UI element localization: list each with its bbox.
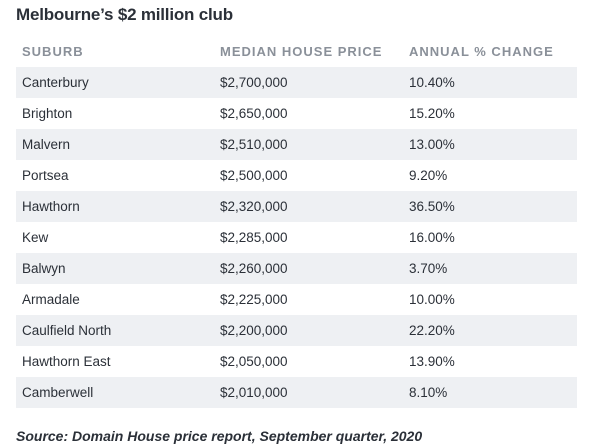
suburb-cell: Hawthorn East: [22, 354, 111, 369]
suburb-cell: Kew: [22, 230, 49, 245]
price-table: SUBURB MEDIAN HOUSE PRICE ANNUAL % CHANG…: [16, 36, 577, 408]
suburb-cell: Malvern: [16, 129, 214, 160]
price-cell: $2,260,000: [214, 253, 403, 284]
table-title: Melbourne’s $2 million club: [16, 5, 233, 24]
price-cell: $2,050,000: [220, 354, 288, 369]
table-row: Brighton $2,650,000 15.20%: [16, 98, 577, 129]
suburb-cell: Portsea: [22, 168, 69, 183]
price-cell: $2,700,000: [214, 67, 403, 98]
table-row: Portsea $2,500,000 9.20%: [16, 160, 577, 191]
column-header-suburb: SUBURB: [22, 44, 84, 59]
table-row: Hawthorn $2,320,000 36.50%: [16, 191, 577, 222]
source-caption: Source: Domain House price report, Septe…: [16, 428, 423, 444]
price-cell: $2,010,000: [214, 377, 403, 408]
change-cell: 10.00%: [409, 292, 455, 307]
suburb-cell: Canterbury: [16, 67, 214, 98]
change-cell: 13.90%: [409, 354, 455, 369]
suburb-cell: Armadale: [22, 292, 80, 307]
table-row: Caulfield North $2,200,000 22.20%: [16, 315, 577, 346]
table-row: Kew $2,285,000 16.00%: [16, 222, 577, 253]
change-cell: 15.20%: [409, 106, 455, 121]
change-cell: 36.50%: [403, 191, 577, 222]
table-row: Balwyn $2,260,000 3.70%: [16, 253, 577, 284]
change-cell: 3.70%: [403, 253, 577, 284]
price-cell: $2,200,000: [214, 315, 403, 346]
price-cell: $2,500,000: [220, 168, 288, 183]
price-cell: $2,650,000: [220, 106, 288, 121]
change-cell: 13.00%: [403, 129, 577, 160]
column-header-price: MEDIAN HOUSE PRICE: [220, 44, 383, 59]
price-cell: $2,225,000: [220, 292, 288, 307]
table-row: Malvern $2,510,000 13.00%: [16, 129, 577, 160]
table-row: Camberwell $2,010,000 8.10%: [16, 377, 577, 408]
change-cell: 16.00%: [409, 230, 455, 245]
table-row: Hawthorn East $2,050,000 13.90%: [16, 346, 577, 377]
change-cell: 9.20%: [409, 168, 448, 183]
suburb-cell: Caulfield North: [16, 315, 214, 346]
change-cell: 22.20%: [403, 315, 577, 346]
suburb-cell: Balwyn: [16, 253, 214, 284]
table-row: Armadale $2,225,000 10.00%: [16, 284, 577, 315]
table-header-row: SUBURB MEDIAN HOUSE PRICE ANNUAL % CHANG…: [16, 36, 577, 67]
price-cell: $2,510,000: [214, 129, 403, 160]
suburb-cell: Brighton: [22, 106, 73, 121]
column-header-change: ANNUAL % CHANGE: [409, 44, 554, 59]
table-row: Canterbury $2,700,000 10.40%: [16, 67, 577, 98]
price-cell: $2,285,000: [220, 230, 288, 245]
change-cell: 10.40%: [403, 67, 577, 98]
price-cell: $2,320,000: [214, 191, 403, 222]
suburb-cell: Camberwell: [16, 377, 214, 408]
suburb-cell: Hawthorn: [16, 191, 214, 222]
change-cell: 8.10%: [403, 377, 577, 408]
